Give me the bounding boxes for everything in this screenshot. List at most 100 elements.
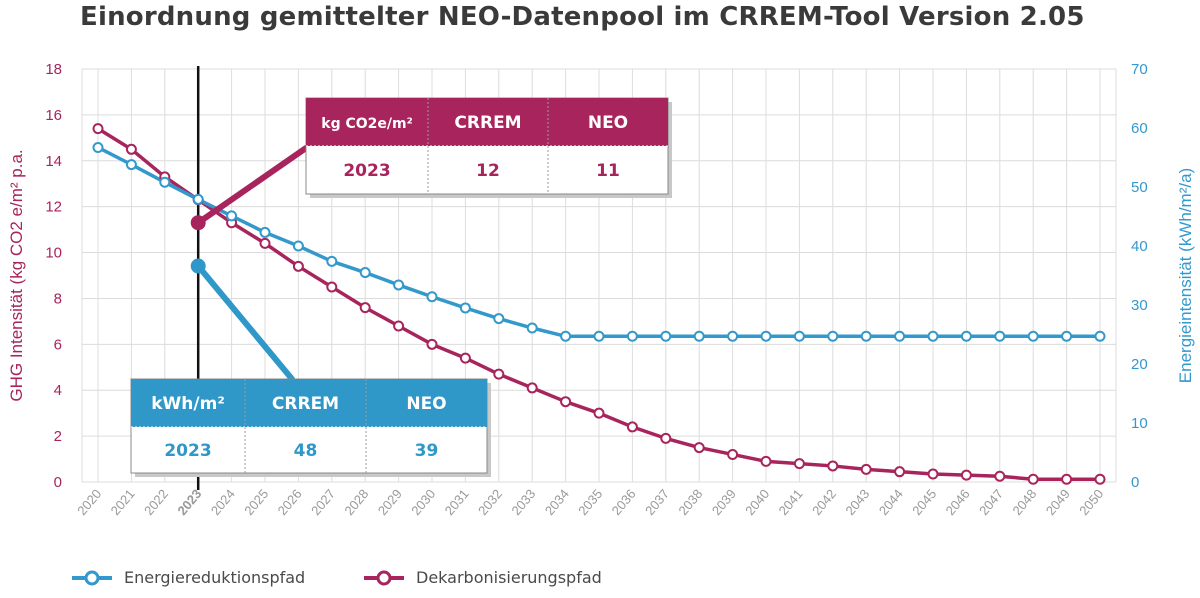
- x-tick-label: 2027: [308, 486, 338, 518]
- x-tick-label: 2025: [241, 486, 271, 518]
- energy-series-point: [593, 330, 605, 342]
- callout-header: [131, 379, 487, 427]
- x-tick-label: 2023: [174, 486, 204, 518]
- energy-series-point: [92, 141, 104, 153]
- callout-leader-layer: [190, 145, 309, 382]
- energy-series-point: [727, 330, 739, 342]
- energy-series-point: [159, 176, 171, 188]
- x-tick-label: 2032: [475, 486, 505, 518]
- ghg-series-point: [326, 281, 338, 293]
- energy-series-point: [860, 330, 872, 342]
- callout-value-cell: 48: [294, 441, 318, 461]
- callout-header-cell: CRREM: [272, 394, 339, 414]
- energy-series-point: [1094, 330, 1106, 342]
- ghg-series-point: [827, 460, 839, 472]
- ghg-series-point: [894, 466, 906, 478]
- energy-series-point: [393, 279, 405, 291]
- y-left-tick-label: 2: [54, 428, 62, 445]
- energy-series-point: [1061, 330, 1073, 342]
- energy-series-point: [927, 330, 939, 342]
- callout-header-cell: CRREM: [454, 113, 521, 133]
- y-left-tick-label: 12: [45, 199, 62, 216]
- legend-energy-icon: [72, 570, 112, 585]
- legend-ghg-icon: [364, 570, 404, 585]
- energy-series-point: [192, 193, 204, 205]
- energy-series-point: [493, 313, 505, 325]
- x-tick-label: 2030: [408, 486, 438, 518]
- x-tick-label: 2029: [375, 486, 405, 518]
- x-tick-label: 2022: [141, 486, 171, 518]
- energy-series-point: [1027, 330, 1039, 342]
- x-tick-label: 2048: [1009, 486, 1039, 518]
- ghg-series-point: [292, 260, 304, 272]
- callout-header: [306, 98, 668, 146]
- x-tick-label: 2036: [609, 486, 639, 518]
- energy-series-point: [526, 322, 538, 334]
- energy-series-point: [693, 330, 705, 342]
- energy-series-point: [259, 226, 271, 238]
- ghg-series-point: [927, 468, 939, 480]
- energy-series-point: [793, 330, 805, 342]
- right-axis-ticks: 0 10 20 30 40 50 60 70: [1131, 61, 1148, 491]
- y-right-tick-label: 40: [1131, 238, 1148, 255]
- ghg-series-point: [1061, 473, 1073, 485]
- ghg-series-point: [526, 382, 538, 394]
- x-tick-label: 2044: [876, 486, 906, 518]
- y-right-tick-label: 70: [1131, 61, 1148, 78]
- x-tick-label: 2043: [842, 486, 872, 518]
- callout-header-cell: kWh/m²: [151, 394, 225, 414]
- y-left-tick-label: 0: [54, 474, 62, 491]
- x-tick-label: 2045: [909, 486, 939, 518]
- energy-series-point: [760, 330, 772, 342]
- callout-value-cell: 2023: [164, 441, 211, 461]
- y-right-tick-label: 60: [1131, 120, 1148, 137]
- series-layer: [92, 123, 1106, 485]
- callout-value-cell: 39: [415, 441, 439, 461]
- y-right-tick-label: 20: [1131, 356, 1148, 373]
- energy-series-point: [894, 330, 906, 342]
- callout-value-cell: 11: [596, 161, 620, 181]
- y-right-axis-title: Energieintensität (kWh/m²/a): [1176, 168, 1195, 383]
- ghg-series-point: [393, 320, 405, 332]
- energy-series-point: [459, 302, 471, 314]
- axis-titles: GHG Intensität (kg CO2 e/m² p.a. Energiei…: [7, 149, 1195, 401]
- neo-energy-point: [190, 258, 206, 274]
- energy-series-point: [359, 267, 371, 279]
- y-right-tick-label: 10: [1131, 415, 1148, 432]
- x-tick-label: 2034: [542, 486, 572, 518]
- ghg-series-point: [359, 302, 371, 314]
- ghg-series-point: [1027, 473, 1039, 485]
- x-tick-label: 2041: [776, 486, 806, 518]
- ghg-series-point: [693, 442, 705, 454]
- energy-series-point: [326, 255, 338, 267]
- x-tick-label: 2042: [809, 486, 839, 518]
- y-left-tick-label: 16: [45, 107, 62, 124]
- y-left-axis-title: GHG Intensität (kg CO2 e/m² p.a.: [7, 149, 26, 401]
- ghg-series-point: [960, 469, 972, 481]
- energy-series-point: [226, 210, 238, 222]
- x-axis-ticks: 2020 2021 2022 2023 2024 2025 2026 2027 2028 2029…: [74, 486, 1106, 518]
- legend-ghg-label: Dekarbonisierungspfad: [416, 568, 602, 587]
- callout-value-cell: 12: [476, 161, 500, 181]
- x-tick-label: 2024: [208, 486, 238, 518]
- ghg-callout-leader: [195, 145, 309, 226]
- ghg-series-point: [92, 123, 104, 135]
- y-left-tick-label: 18: [45, 61, 62, 78]
- energy-series-point: [560, 330, 572, 342]
- x-tick-label: 2021: [108, 486, 138, 518]
- energy-series-point: [827, 330, 839, 342]
- energy-series-point: [660, 330, 672, 342]
- y-left-tick-label: 4: [54, 382, 62, 399]
- callout-header-cell: NEO: [406, 394, 446, 414]
- x-tick-label: 2047: [976, 486, 1006, 518]
- x-tick-label: 2031: [442, 486, 472, 518]
- energy-series-point: [292, 240, 304, 252]
- y-right-tick-label: 0: [1131, 474, 1139, 491]
- ghg-series-point: [1094, 473, 1106, 485]
- x-tick-label: 2026: [275, 486, 305, 518]
- ghg-series-point: [860, 463, 872, 475]
- callout-layer: kg CO2e/m² CRREM NEO 2023 12 11 kWh/m² CRREM NEO…: [130, 97, 672, 477]
- neo-ghg-point: [190, 215, 206, 231]
- ghg-series-point: [593, 407, 605, 419]
